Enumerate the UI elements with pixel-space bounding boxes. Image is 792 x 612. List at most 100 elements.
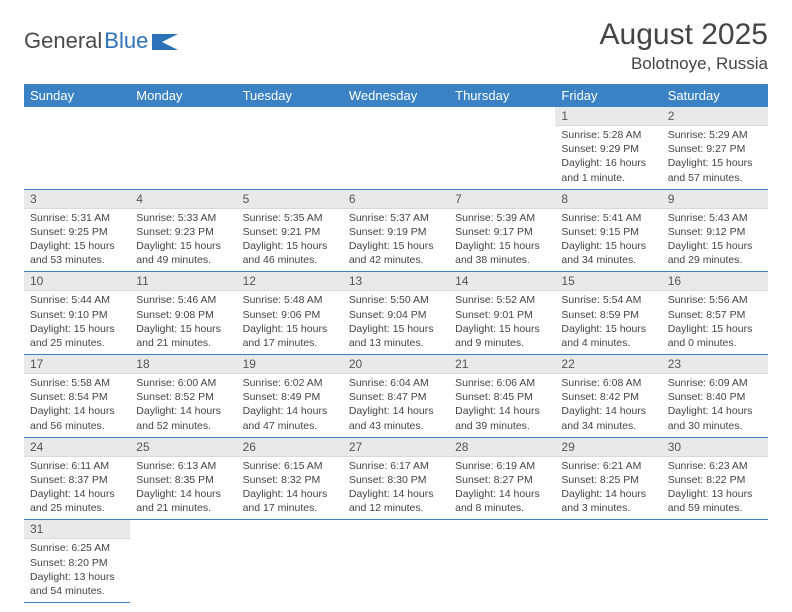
sunrise-text: Sunrise: 6:25 AM: [30, 541, 124, 555]
calendar-cell: 4Sunrise: 5:33 AMSunset: 9:23 PMDaylight…: [130, 189, 236, 272]
daylight-text: Daylight: 14 hours and 30 minutes.: [668, 404, 762, 432]
daylight-text: Daylight: 13 hours and 59 minutes.: [668, 487, 762, 515]
daylight-text: Daylight: 15 hours and 13 minutes.: [349, 322, 443, 350]
calendar-cell: 31Sunrise: 6:25 AMSunset: 8:20 PMDayligh…: [24, 520, 130, 603]
sunset-text: Sunset: 8:54 PM: [30, 390, 124, 404]
sunset-text: Sunset: 8:37 PM: [30, 473, 124, 487]
calendar-body: 1Sunrise: 5:28 AMSunset: 9:29 PMDaylight…: [24, 107, 768, 603]
calendar-cell: 23Sunrise: 6:09 AMSunset: 8:40 PMDayligh…: [662, 355, 768, 438]
calendar-cell: 7Sunrise: 5:39 AMSunset: 9:17 PMDaylight…: [449, 189, 555, 272]
day-number: 9: [662, 190, 768, 209]
logo: GeneralBlue: [24, 18, 178, 54]
day-info: Sunrise: 6:02 AMSunset: 8:49 PMDaylight:…: [237, 374, 343, 437]
day-number: 19: [237, 355, 343, 374]
sunset-text: Sunset: 8:35 PM: [136, 473, 230, 487]
sunrise-text: Sunrise: 6:23 AM: [668, 459, 762, 473]
day-info: Sunrise: 5:56 AMSunset: 8:57 PMDaylight:…: [662, 291, 768, 354]
daylight-text: Daylight: 14 hours and 34 minutes.: [561, 404, 655, 432]
sunrise-text: Sunrise: 5:37 AM: [349, 211, 443, 225]
calendar-cell: [449, 107, 555, 189]
daylight-text: Daylight: 14 hours and 56 minutes.: [30, 404, 124, 432]
calendar-header-row: Sunday Monday Tuesday Wednesday Thursday…: [24, 84, 768, 107]
daylight-text: Daylight: 14 hours and 21 minutes.: [136, 487, 230, 515]
sunset-text: Sunset: 9:06 PM: [243, 308, 337, 322]
calendar-cell: [449, 520, 555, 603]
calendar-cell: 18Sunrise: 6:00 AMSunset: 8:52 PMDayligh…: [130, 355, 236, 438]
sunset-text: Sunset: 9:08 PM: [136, 308, 230, 322]
day-number: 15: [555, 272, 661, 291]
daylight-text: Daylight: 14 hours and 47 minutes.: [243, 404, 337, 432]
header: GeneralBlue August 2025 Bolotnoye, Russi…: [24, 18, 768, 74]
calendar-row: 1Sunrise: 5:28 AMSunset: 9:29 PMDaylight…: [24, 107, 768, 189]
calendar-cell: 28Sunrise: 6:19 AMSunset: 8:27 PMDayligh…: [449, 437, 555, 520]
sunrise-text: Sunrise: 5:54 AM: [561, 293, 655, 307]
day-number: 5: [237, 190, 343, 209]
sunrise-text: Sunrise: 5:56 AM: [668, 293, 762, 307]
day-info: Sunrise: 6:13 AMSunset: 8:35 PMDaylight:…: [130, 457, 236, 520]
calendar-cell: 15Sunrise: 5:54 AMSunset: 8:59 PMDayligh…: [555, 272, 661, 355]
sunset-text: Sunset: 8:42 PM: [561, 390, 655, 404]
sunrise-text: Sunrise: 5:46 AM: [136, 293, 230, 307]
sunset-text: Sunset: 9:15 PM: [561, 225, 655, 239]
sunrise-text: Sunrise: 6:15 AM: [243, 459, 337, 473]
sunrise-text: Sunrise: 5:41 AM: [561, 211, 655, 225]
calendar-cell: [237, 520, 343, 603]
daylight-text: Daylight: 15 hours and 29 minutes.: [668, 239, 762, 267]
sunset-text: Sunset: 8:40 PM: [668, 390, 762, 404]
day-number: 1: [555, 107, 661, 126]
day-number: 13: [343, 272, 449, 291]
calendar-cell: [343, 520, 449, 603]
calendar-cell: 24Sunrise: 6:11 AMSunset: 8:37 PMDayligh…: [24, 437, 130, 520]
day-number: 10: [24, 272, 130, 291]
day-info: Sunrise: 5:46 AMSunset: 9:08 PMDaylight:…: [130, 291, 236, 354]
day-info: Sunrise: 6:15 AMSunset: 8:32 PMDaylight:…: [237, 457, 343, 520]
calendar-cell: [662, 520, 768, 603]
day-number: 7: [449, 190, 555, 209]
daylight-text: Daylight: 14 hours and 52 minutes.: [136, 404, 230, 432]
calendar-cell: 30Sunrise: 6:23 AMSunset: 8:22 PMDayligh…: [662, 437, 768, 520]
day-number: 26: [237, 438, 343, 457]
day-number: 21: [449, 355, 555, 374]
calendar-cell: 26Sunrise: 6:15 AMSunset: 8:32 PMDayligh…: [237, 437, 343, 520]
day-number: 4: [130, 190, 236, 209]
sunset-text: Sunset: 8:45 PM: [455, 390, 549, 404]
sunrise-text: Sunrise: 5:50 AM: [349, 293, 443, 307]
day-info: Sunrise: 5:31 AMSunset: 9:25 PMDaylight:…: [24, 209, 130, 272]
day-info: Sunrise: 6:06 AMSunset: 8:45 PMDaylight:…: [449, 374, 555, 437]
day-info: Sunrise: 6:17 AMSunset: 8:30 PMDaylight:…: [343, 457, 449, 520]
day-info: Sunrise: 6:23 AMSunset: 8:22 PMDaylight:…: [662, 457, 768, 520]
day-number: 14: [449, 272, 555, 291]
dayhead-mon: Monday: [130, 84, 236, 107]
day-info: Sunrise: 5:39 AMSunset: 9:17 PMDaylight:…: [449, 209, 555, 272]
day-info: Sunrise: 5:35 AMSunset: 9:21 PMDaylight:…: [237, 209, 343, 272]
daylight-text: Daylight: 15 hours and 46 minutes.: [243, 239, 337, 267]
calendar-cell: [555, 520, 661, 603]
calendar-row: 31Sunrise: 6:25 AMSunset: 8:20 PMDayligh…: [24, 520, 768, 603]
calendar-row: 10Sunrise: 5:44 AMSunset: 9:10 PMDayligh…: [24, 272, 768, 355]
day-number: 8: [555, 190, 661, 209]
sunset-text: Sunset: 8:30 PM: [349, 473, 443, 487]
calendar-cell: 14Sunrise: 5:52 AMSunset: 9:01 PMDayligh…: [449, 272, 555, 355]
calendar-cell: 27Sunrise: 6:17 AMSunset: 8:30 PMDayligh…: [343, 437, 449, 520]
calendar-cell: 10Sunrise: 5:44 AMSunset: 9:10 PMDayligh…: [24, 272, 130, 355]
calendar-table: Sunday Monday Tuesday Wednesday Thursday…: [24, 84, 768, 603]
sunset-text: Sunset: 8:59 PM: [561, 308, 655, 322]
calendar-cell: 11Sunrise: 5:46 AMSunset: 9:08 PMDayligh…: [130, 272, 236, 355]
logo-text-blue: Blue: [104, 28, 148, 54]
day-number: 3: [24, 190, 130, 209]
day-info: Sunrise: 6:11 AMSunset: 8:37 PMDaylight:…: [24, 457, 130, 520]
daylight-text: Daylight: 14 hours and 43 minutes.: [349, 404, 443, 432]
sunset-text: Sunset: 9:27 PM: [668, 142, 762, 156]
sunset-text: Sunset: 9:19 PM: [349, 225, 443, 239]
day-info: Sunrise: 6:25 AMSunset: 8:20 PMDaylight:…: [24, 539, 130, 602]
day-number: 25: [130, 438, 236, 457]
day-number: 11: [130, 272, 236, 291]
day-info: Sunrise: 5:54 AMSunset: 8:59 PMDaylight:…: [555, 291, 661, 354]
calendar-cell: [343, 107, 449, 189]
day-info: Sunrise: 5:44 AMSunset: 9:10 PMDaylight:…: [24, 291, 130, 354]
sunrise-text: Sunrise: 5:31 AM: [30, 211, 124, 225]
dayhead-sat: Saturday: [662, 84, 768, 107]
sunset-text: Sunset: 8:49 PM: [243, 390, 337, 404]
sunrise-text: Sunrise: 5:35 AM: [243, 211, 337, 225]
daylight-text: Daylight: 13 hours and 54 minutes.: [30, 570, 124, 598]
